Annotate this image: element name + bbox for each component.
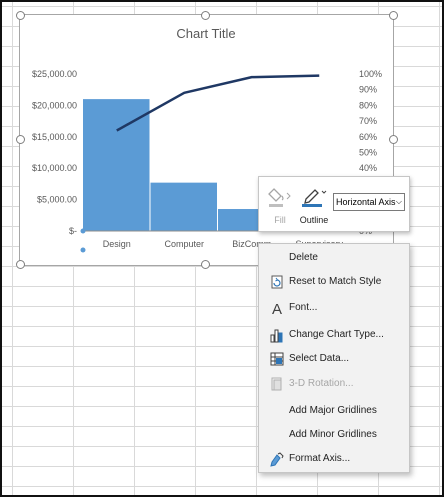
pareto-chart[interactable]: Chart Title $- $5,000.00 $10,000.00 $15,000… [20, 15, 393, 265]
format-axis-icon [270, 452, 284, 467]
fill-button[interactable]: Fill [265, 183, 295, 227]
x-tick-label[interactable]: Computer [164, 239, 204, 249]
rotation-icon [271, 377, 282, 391]
resize-handle-bottom[interactable] [201, 260, 210, 269]
menu-item-label: Delete [289, 252, 318, 263]
menu-item-add-major-gridlines[interactable]: Add Major Gridlines [259, 400, 409, 422]
y-left-tick-label[interactable]: $25,000.00 [32, 69, 77, 79]
resize-handle-top-right[interactable] [389, 11, 398, 20]
chevron-down-icon: ⌵ [395, 197, 402, 206]
menu-item-label: Change Chart Type... [289, 329, 384, 340]
pen-outline-icon [302, 189, 327, 207]
cumulative-line[interactable] [116, 74, 320, 132]
resize-handle-right[interactable] [389, 135, 398, 144]
y-left-tick-label[interactable]: $- [69, 226, 77, 236]
y-right-tick-label[interactable]: 60% [359, 132, 377, 142]
svg-text:A: A [272, 301, 282, 316]
resize-handle-left[interactable] [16, 135, 25, 144]
menu-item-change-chart-type[interactable]: Change Chart Type... [259, 324, 409, 346]
x-axis-selection-handle[interactable] [80, 228, 86, 234]
chart-element-select[interactable]: Horizontal Axis ⌵ [333, 193, 405, 211]
menu-item-label: Select Data... [289, 353, 350, 364]
menu-item-delete[interactable]: Delete [259, 247, 409, 269]
y-right-tick-label[interactable]: 40% [359, 163, 377, 173]
context-menu: Delete Reset to Match Style A Font... Ch… [258, 243, 410, 473]
menu-item-label: Add Major Gridlines [289, 405, 377, 416]
x-axis-selection-handle[interactable] [80, 247, 86, 253]
menu-item-add-minor-gridlines[interactable]: Add Minor Gridlines [259, 424, 409, 446]
resize-handle-bottom-left[interactable] [16, 260, 25, 269]
paint-bucket-icon [268, 188, 291, 207]
menu-item-reset-style[interactable]: Reset to Match Style [259, 271, 409, 293]
chart-area[interactable]: Chart Title $- $5,000.00 $10,000.00 $15,000… [19, 14, 394, 266]
x-tick-label[interactable]: BizComm [232, 239, 271, 249]
y-left-tick-label[interactable]: $15,000.00 [32, 132, 77, 142]
reset-style-icon [271, 275, 283, 289]
mini-toolbar: Fill Outline Horizontal Axis ⌵ [258, 176, 410, 232]
menu-item-label: Reset to Match Style [289, 276, 382, 287]
chart-title[interactable]: Chart Title [176, 26, 235, 41]
resize-handle-top-left[interactable] [16, 11, 25, 20]
y-right-tick-label[interactable]: 90% [359, 85, 377, 95]
chart-element-select-value: Horizontal Axis [336, 197, 396, 207]
resize-handle-top[interactable] [201, 11, 210, 20]
select-data-icon [270, 352, 284, 366]
outline-label: Outline [299, 215, 329, 225]
bar[interactable] [150, 182, 218, 231]
menu-item-format-axis[interactable]: Format Axis... [259, 448, 409, 470]
chart-type-icon [270, 329, 283, 343]
y-right-tick-label[interactable]: 50% [359, 148, 377, 158]
y-left-tick-label[interactable]: $5,000.00 [37, 195, 77, 205]
fill-label: Fill [274, 215, 286, 225]
menu-item-label: 3-D Rotation... [289, 378, 354, 389]
y-right-tick-label[interactable]: 100% [359, 69, 382, 79]
menu-item-label: Format Axis... [289, 453, 351, 464]
y-left-tick-label[interactable]: $10,000.00 [32, 163, 77, 173]
menu-item-label: Add Minor Gridlines [289, 429, 377, 440]
y-right-tick-label[interactable]: 80% [359, 100, 377, 110]
menu-item-label: Font... [289, 302, 318, 313]
menu-item-font[interactable]: A Font... [259, 297, 409, 319]
x-tick-label[interactable]: Design [103, 239, 131, 249]
font-icon: A [272, 301, 282, 316]
y-right-tick-label[interactable]: 70% [359, 116, 377, 126]
bar[interactable] [83, 99, 150, 232]
menu-item-3d-rotation: 3-D Rotation... [259, 373, 409, 395]
menu-item-select-data[interactable]: Select Data... [259, 348, 409, 370]
y-left-tick-label[interactable]: $20,000.00 [32, 100, 77, 110]
outline-button[interactable]: Outline [297, 183, 331, 227]
